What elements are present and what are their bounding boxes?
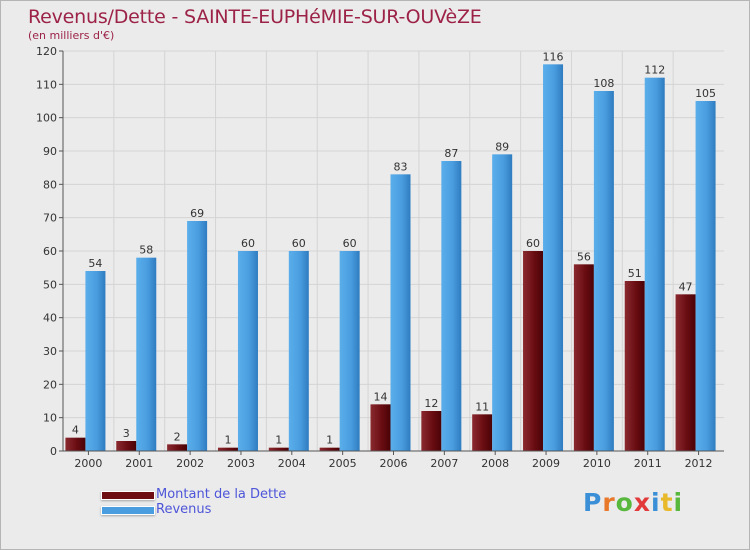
bar-value-label: 3	[123, 427, 130, 440]
legend-swatch-revenus	[101, 506, 155, 515]
bar-dette	[167, 444, 188, 451]
x-tick-label: 2000	[74, 457, 102, 470]
logo-letter: i	[673, 488, 684, 517]
bar-dette	[523, 251, 544, 451]
logo-letter: i	[651, 488, 661, 517]
bar-dette	[116, 441, 137, 451]
bar-revenus	[237, 251, 258, 451]
bar-value-label: 4	[72, 424, 79, 437]
y-tick-label: 80	[43, 178, 57, 191]
bar-dette	[421, 411, 442, 451]
bar-value-label: 54	[88, 257, 102, 270]
proxiti-logo: Proxiti	[583, 488, 683, 517]
bar-revenus	[187, 221, 208, 451]
x-tick-label: 2008	[481, 457, 509, 470]
y-tick-label: 70	[43, 212, 57, 225]
chart-title: Revenus/Dette - SAINTE-EUPHéMIE-SUR-OUVè…	[28, 6, 482, 28]
bar-revenus	[339, 251, 360, 451]
y-tick-label: 120	[36, 45, 57, 58]
legend-label-revenus: Revenus	[156, 502, 212, 517]
x-tick-label: 2001	[125, 457, 153, 470]
bar-value-label: 1	[326, 434, 333, 447]
x-tick-label: 2004	[278, 457, 306, 470]
bar-revenus	[695, 101, 716, 451]
x-tick-label: 2005	[329, 457, 357, 470]
bar-dette	[573, 264, 594, 451]
y-tick-label: 50	[43, 278, 57, 291]
bar-revenus	[593, 91, 614, 451]
x-tick-label: 2011	[634, 457, 662, 470]
legend-label-debt: Montant de la Dette	[156, 487, 287, 502]
bar-dette	[319, 447, 340, 451]
bar-dette	[472, 414, 493, 451]
bar-value-label: 60	[292, 237, 306, 250]
bar-dette	[217, 447, 238, 451]
bar-value-label: 105	[695, 87, 716, 100]
bar-chart: 4543582691601601601483128711896011656108…	[36, 45, 724, 470]
y-tick-label: 10	[43, 412, 57, 425]
bar-revenus	[543, 64, 564, 452]
bar-value-label: 11	[475, 400, 489, 413]
bar-revenus	[492, 154, 513, 452]
bar-value-label: 60	[343, 237, 357, 250]
axes: 0 10 20 30 40 50 60 70 80 90 100 110 120 2000 2001 2002…	[36, 45, 724, 470]
x-tick-label: 2012	[685, 457, 713, 470]
bar-value-label: 60	[241, 237, 255, 250]
x-tick-label: 2002	[176, 457, 204, 470]
bar-revenus	[136, 257, 157, 451]
legend-swatch-debt	[101, 491, 155, 500]
unit-label: (en milliers d'€)	[28, 29, 115, 42]
y-tick-label: 0	[50, 445, 57, 458]
bar-value-label: 58	[139, 244, 153, 257]
x-tick-label: 2006	[380, 457, 408, 470]
bar-revenus	[644, 77, 665, 452]
bar-value-label: 47	[679, 280, 693, 293]
bar-value-label: 51	[628, 267, 642, 280]
logo-letter: t	[660, 488, 674, 517]
bar-revenus	[288, 251, 309, 451]
x-tick-label: 2010	[583, 457, 611, 470]
y-tick-label: 90	[43, 145, 57, 158]
y-tick-label: 100	[36, 112, 57, 125]
bar-dette	[675, 294, 696, 451]
bar-value-label: 2	[174, 430, 181, 443]
bar-value-label: 14	[374, 390, 388, 403]
bar-value-label: 1	[275, 434, 282, 447]
bar-value-label: 108	[593, 77, 614, 90]
bar-value-label: 56	[577, 250, 591, 263]
bar-dette	[624, 281, 645, 451]
bar-revenus	[441, 161, 462, 451]
bar-value-label: 83	[394, 160, 408, 173]
y-tick-label: 110	[36, 78, 57, 91]
logo-letter: P	[583, 488, 603, 517]
y-tick-label: 40	[43, 312, 57, 325]
x-tick-label: 2009	[532, 457, 560, 470]
y-tick-label: 20	[43, 378, 57, 391]
bar-revenus	[85, 271, 106, 451]
logo-letter: o	[615, 488, 634, 517]
bar-dette	[65, 437, 86, 451]
bar-value-label: 60	[526, 237, 540, 250]
bar-value-label: 87	[444, 147, 458, 160]
bar-value-label: 89	[495, 140, 509, 153]
y-tick-label: 30	[43, 345, 57, 358]
bar-value-label: 1	[224, 434, 231, 447]
x-tick-label: 2003	[227, 457, 255, 470]
bar-value-label: 12	[424, 397, 438, 410]
bars: 4 54 3 58 2 69 1 60 1 60 1 60 14 83 12 87 11 89 60 116 56 108…	[65, 50, 716, 452]
y-tick-label: 60	[43, 245, 57, 258]
logo-letter: x	[633, 488, 651, 517]
bar-dette	[370, 404, 391, 451]
x-tick-label: 2007	[430, 457, 458, 470]
bar-value-label: 116	[543, 50, 564, 63]
logo-letter: r	[602, 488, 616, 517]
bar-dette	[268, 447, 289, 451]
bar-revenus	[390, 174, 411, 452]
bar-value-label: 69	[190, 207, 204, 220]
bar-value-label: 112	[644, 64, 665, 77]
